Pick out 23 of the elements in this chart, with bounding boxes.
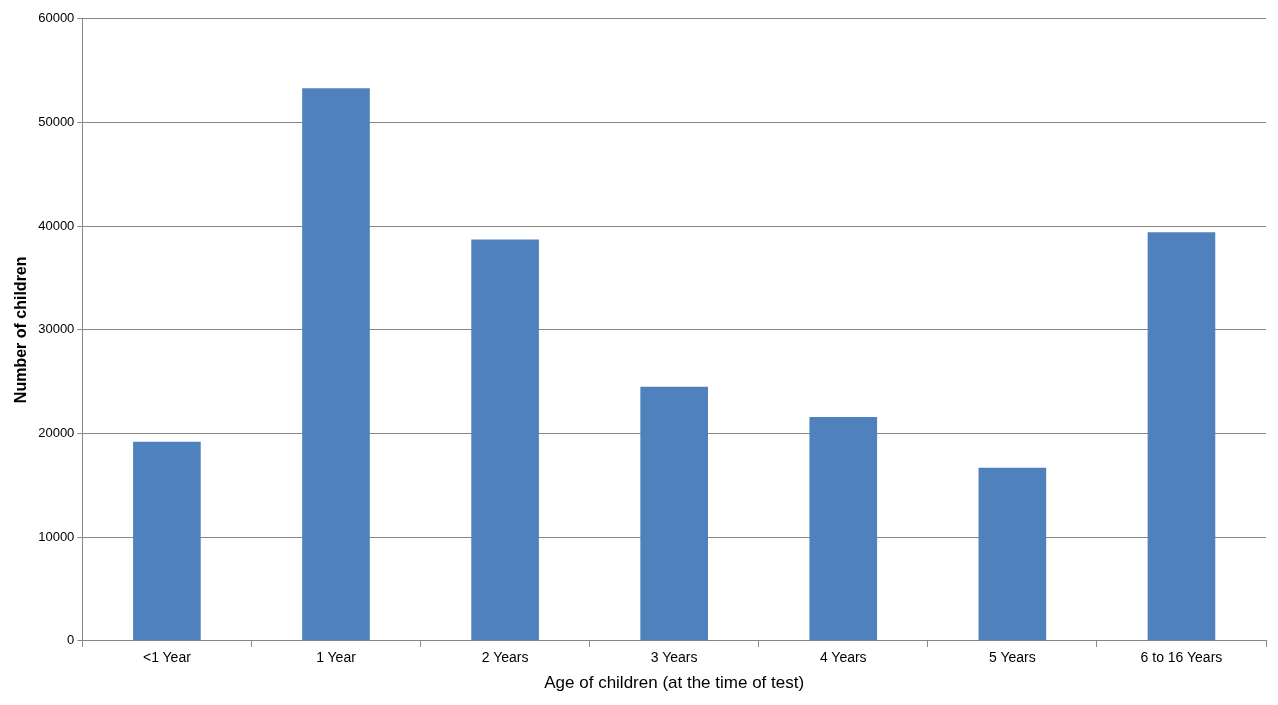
bar [640,386,708,641]
y-axis-title: Number of children [12,256,30,404]
x-tick-label: <1 Year [142,649,192,666]
bar [133,441,201,641]
bar [809,416,878,641]
y-tick-label: 0 [67,632,75,648]
bar [978,467,1047,641]
y-tick-label: 40000 [38,217,75,233]
bar [1147,232,1216,641]
x-tick-label: 6 to 16 Years [1140,649,1223,666]
x-tick-label: 3 Years [650,649,698,666]
y-tick-label: 30000 [38,321,75,337]
bar [471,239,539,641]
y-tick-label: 50000 [38,114,75,130]
x-tick-label: 4 Years [819,649,867,666]
bar [302,88,370,641]
y-tick-label: 20000 [38,425,75,441]
y-tick-label: 60000 [38,10,75,26]
x-tick-label: 5 Years [989,649,1036,666]
x-tick-label: 1 Year [316,649,357,666]
y-tick-label: 10000 [38,528,75,544]
x-axis-title: Age of children (at the time of test) [544,673,805,693]
x-tick-label: 2 Years [481,649,529,666]
